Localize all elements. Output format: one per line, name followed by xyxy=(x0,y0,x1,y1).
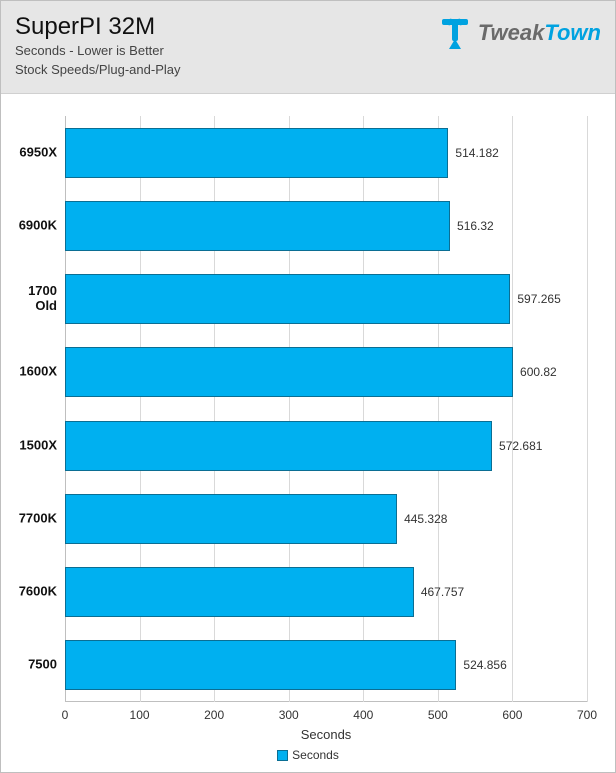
x-tick-label: 600 xyxy=(492,708,532,722)
value-label: 572.681 xyxy=(491,439,542,453)
x-tick-label: 300 xyxy=(269,708,309,722)
chart-header: SuperPI 32M Seconds - Lower is Better St… xyxy=(1,1,615,94)
x-tick-label: 200 xyxy=(194,708,234,722)
bar: 514.182 xyxy=(65,128,448,178)
category-label: 1600X xyxy=(9,365,65,380)
legend-label: Seconds xyxy=(292,748,339,762)
bar: 572.681 xyxy=(65,421,492,471)
bar: 597.265 xyxy=(65,274,510,324)
value-label: 600.82 xyxy=(512,365,557,379)
logo-text-tweak: Tweak xyxy=(478,20,544,45)
bar-row: 524.8567500 xyxy=(65,640,587,690)
x-axis-line xyxy=(65,701,587,702)
bar: 467.757 xyxy=(65,567,414,617)
value-label: 514.182 xyxy=(447,146,498,160)
x-tick-label: 500 xyxy=(418,708,458,722)
brand-logo: TweakTown xyxy=(438,13,601,53)
bar: 516.32 xyxy=(65,201,450,251)
category-label: 6950X xyxy=(9,145,65,160)
bar-row: 445.3287700K xyxy=(65,494,587,544)
bar: 445.328 xyxy=(65,494,397,544)
category-label: 7700K xyxy=(9,511,65,526)
value-label: 597.265 xyxy=(509,292,560,306)
x-tick-label: 400 xyxy=(343,708,383,722)
bar: 600.82 xyxy=(65,347,513,397)
logo-icon xyxy=(438,13,472,53)
bar-row: 572.6811500X xyxy=(65,421,587,471)
x-axis-title: Seconds xyxy=(65,727,587,742)
logo-text-town: Town xyxy=(544,20,601,45)
bar: 524.856 xyxy=(65,640,456,690)
category-label: 7500 xyxy=(9,658,65,673)
bar-row: 597.2651700 Old xyxy=(65,274,587,324)
bar-row: 600.821600X xyxy=(65,347,587,397)
chart-plot: Seconds 0100200300400500600700514.182695… xyxy=(65,116,587,702)
category-label: 7600K xyxy=(9,585,65,600)
value-label: 516.32 xyxy=(449,219,494,233)
bar-row: 514.1826950X xyxy=(65,128,587,178)
category-label: 6900K xyxy=(9,218,65,233)
chart-area: Seconds 0100200300400500600700514.182695… xyxy=(1,96,615,772)
x-tick-label: 100 xyxy=(120,708,160,722)
chart-subtitle-2: Stock Speeds/Plug-and-Play xyxy=(15,62,601,79)
value-label: 467.757 xyxy=(413,585,464,599)
bar-row: 516.326900K xyxy=(65,201,587,251)
x-tick-label: 700 xyxy=(567,708,607,722)
logo-text: TweakTown xyxy=(478,20,601,46)
bar-row: 467.7577600K xyxy=(65,567,587,617)
legend-swatch xyxy=(277,750,288,761)
x-tick-label: 0 xyxy=(45,708,85,722)
chart-legend: Seconds xyxy=(1,748,615,762)
gridline xyxy=(587,116,588,702)
value-label: 445.328 xyxy=(396,512,447,526)
category-label: 1700 Old xyxy=(9,284,65,314)
value-label: 524.856 xyxy=(455,658,506,672)
category-label: 1500X xyxy=(9,438,65,453)
